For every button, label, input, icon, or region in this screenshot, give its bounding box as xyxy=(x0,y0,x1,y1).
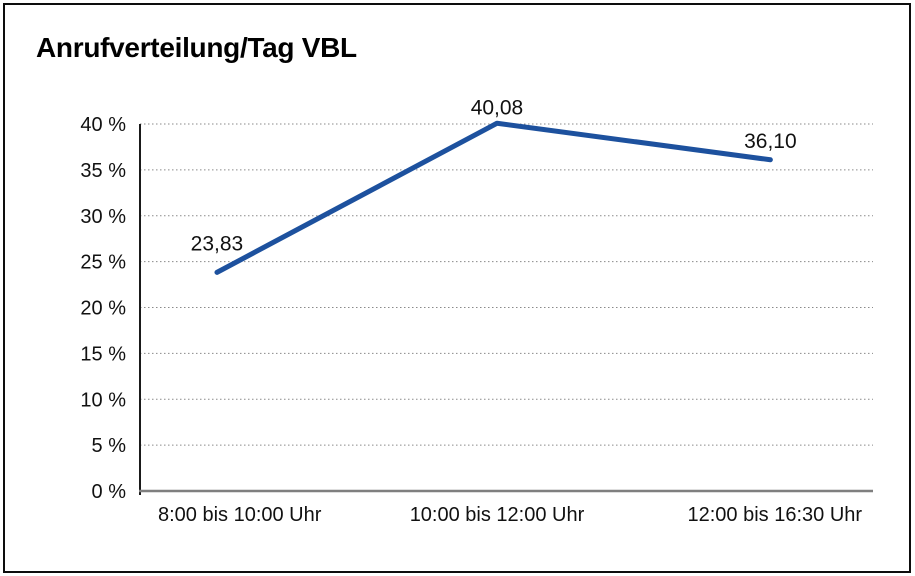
y-tick-label: 25 % xyxy=(80,252,126,274)
y-tick-label: 30 % xyxy=(80,206,126,228)
y-tick-label: 10 % xyxy=(80,389,126,411)
x-tick-label: 10:00 bis 12:00 Uhr xyxy=(410,504,585,526)
y-tick-label: 5 % xyxy=(92,435,127,457)
series-line xyxy=(214,120,773,275)
x-tick-label: 8:00 bis 10:00 Uhr xyxy=(158,504,322,526)
data-point-label: 40,08 xyxy=(471,96,524,119)
x-tick-label: 12:00 bis 16:30 Uhr xyxy=(687,504,862,526)
y-tick-label: 20 % xyxy=(80,298,126,320)
chart-title: Anrufverteilung/Tag VBL xyxy=(36,32,357,63)
data-point-label: 36,10 xyxy=(744,130,797,153)
y-tick-label: 15 % xyxy=(80,343,126,365)
y-tick-label: 40 % xyxy=(80,114,126,136)
data-point-label: 23,83 xyxy=(191,232,244,255)
y-tick-label: 0 % xyxy=(92,481,127,503)
y-tick-label: 35 % xyxy=(80,160,126,182)
